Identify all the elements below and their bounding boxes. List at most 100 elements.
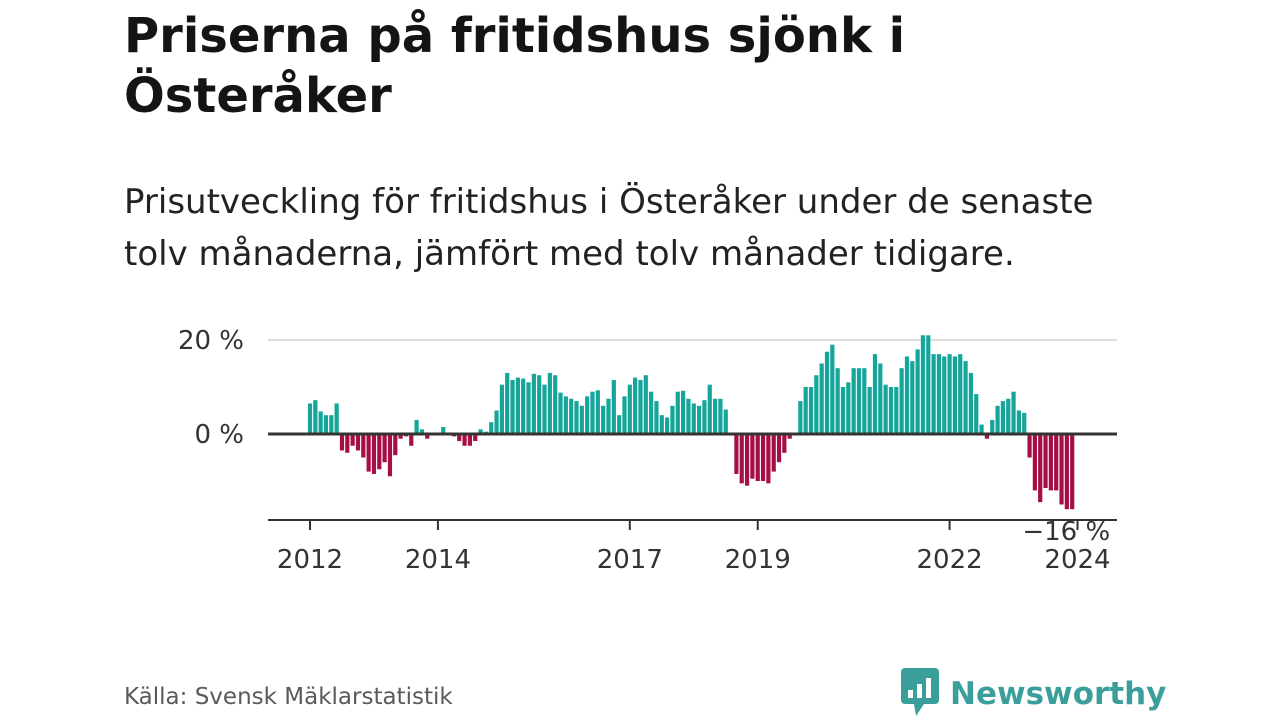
bar — [542, 384, 547, 434]
bar — [563, 396, 568, 434]
x-tick-label: 2014 — [405, 545, 471, 575]
bar — [670, 405, 675, 434]
bar — [595, 390, 600, 434]
bar — [366, 434, 371, 472]
bar — [995, 405, 1000, 434]
bar — [1022, 412, 1027, 434]
bar — [521, 378, 526, 434]
bar — [547, 372, 552, 434]
bar — [947, 354, 952, 434]
bar — [926, 335, 931, 434]
bar — [441, 426, 446, 434]
bar — [766, 434, 771, 484]
bar — [398, 434, 403, 439]
bar — [558, 392, 563, 434]
bar — [968, 372, 974, 434]
bar — [489, 422, 494, 434]
bar — [334, 403, 339, 434]
bar — [665, 417, 670, 434]
bar — [643, 375, 648, 434]
bar — [606, 398, 611, 434]
bar — [323, 415, 329, 434]
bar — [819, 363, 824, 434]
bar — [622, 396, 627, 434]
bar — [936, 354, 942, 434]
bar — [579, 405, 584, 434]
bar — [760, 434, 766, 481]
bar — [414, 419, 419, 434]
bar — [313, 400, 318, 434]
source-note: Källa: Svensk Mäklarstatistik — [124, 684, 453, 710]
bar — [1048, 434, 1053, 491]
bar — [734, 434, 739, 474]
bar — [990, 419, 995, 434]
bar — [702, 400, 707, 434]
bar — [1011, 391, 1016, 434]
bar — [840, 387, 846, 434]
bar — [904, 356, 910, 434]
bar — [750, 434, 755, 479]
bar — [590, 391, 595, 434]
bar — [931, 354, 936, 434]
bar — [878, 363, 883, 434]
x-tick-label: 2012 — [277, 545, 343, 575]
bar — [627, 384, 632, 434]
bar — [339, 434, 345, 451]
bar — [952, 356, 958, 434]
chart-subtitle: Prisutveckling för fritidshus i Österåke… — [124, 182, 1094, 274]
bar — [638, 379, 643, 434]
bar — [1064, 434, 1069, 510]
bar — [803, 387, 808, 434]
bar — [686, 398, 691, 434]
grid-layer: 0 % 20 % — [178, 326, 1117, 450]
y-tick-label: 20 % — [178, 326, 244, 356]
bar — [696, 405, 702, 434]
bar — [739, 434, 744, 484]
bar — [318, 411, 323, 434]
bar — [382, 434, 387, 463]
brand-logo[interactable]: Newsworthy — [900, 668, 1166, 720]
bar — [846, 382, 851, 434]
bar — [531, 373, 536, 434]
x-tick-label: 2017 — [597, 545, 663, 575]
bar — [611, 379, 616, 434]
newsworthy-logo-icon — [900, 666, 940, 722]
bar — [393, 434, 398, 456]
bar — [830, 344, 835, 434]
bar — [787, 434, 792, 439]
bar — [755, 434, 760, 481]
bar — [851, 368, 856, 434]
bar — [307, 403, 313, 434]
bar — [505, 372, 510, 434]
bar — [942, 356, 947, 434]
bar — [585, 396, 590, 434]
bar — [473, 434, 478, 442]
bar — [691, 403, 696, 434]
bar — [744, 434, 750, 486]
bar — [894, 387, 899, 434]
bar — [355, 434, 361, 451]
bar — [574, 401, 579, 434]
bar — [409, 434, 414, 446]
bar — [478, 429, 483, 434]
bar — [569, 398, 574, 434]
bar — [681, 390, 686, 434]
x-tick-label: 2022 — [917, 545, 983, 575]
bar — [654, 401, 659, 434]
bar — [377, 434, 382, 470]
bar — [1027, 434, 1032, 458]
bar — [361, 434, 366, 458]
bar — [419, 429, 425, 434]
bar — [856, 368, 862, 434]
bar — [345, 434, 350, 453]
bar — [329, 415, 334, 434]
x-ticks-layer: 2012 2014 2017 2019 2022 2024 — [277, 520, 1111, 575]
bar — [712, 398, 718, 434]
bars-layer — [307, 335, 1075, 510]
bar — [617, 415, 622, 434]
bar — [963, 361, 968, 434]
bar — [499, 384, 504, 434]
bar — [1016, 410, 1021, 434]
bar — [675, 391, 680, 434]
